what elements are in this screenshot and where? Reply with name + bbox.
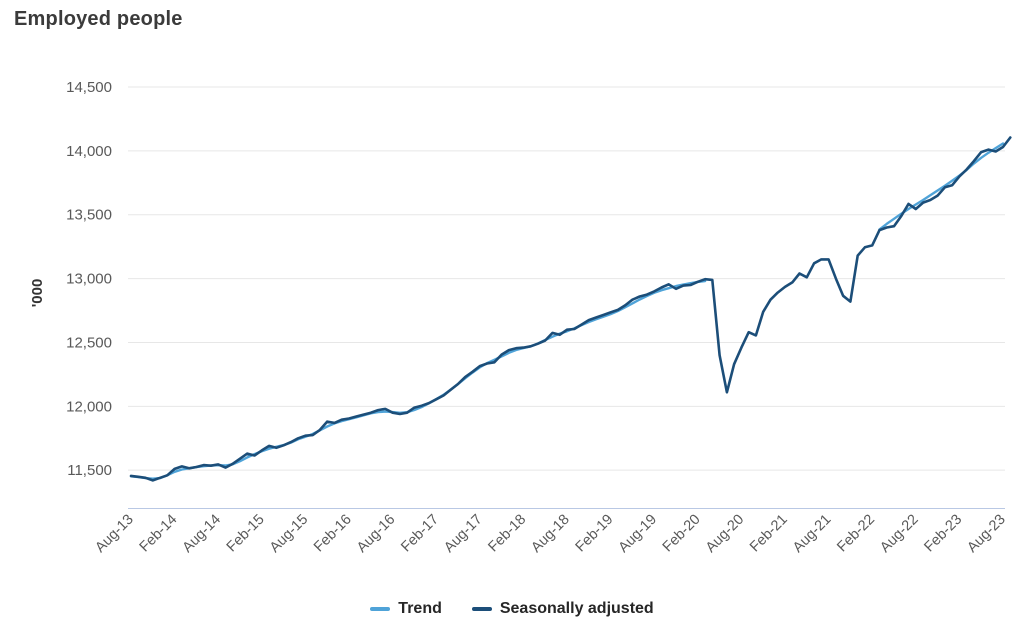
x-tick-label: Feb-17 — [398, 512, 442, 556]
x-tick-label: Feb-16 — [311, 512, 355, 556]
employed-people-line-chart: 11,500 12,000 12,500 13,000 13,500 14,000 14,5… — [29, 79, 1012, 556]
x-tick-label: Aug-21 — [790, 512, 834, 556]
x-tick-label: Aug-20 — [703, 512, 747, 556]
x-tick-label: Feb-19 — [573, 512, 617, 556]
legend-swatch — [370, 607, 391, 611]
legend-label: Seasonally adjusted — [499, 600, 654, 617]
y-axis-label: '000 — [29, 279, 46, 308]
chart-title: Employed people — [14, 8, 183, 30]
x-tick-label: Aug-17 — [441, 512, 485, 556]
legend-item-trend: Trend — [370, 600, 442, 618]
x-tick-label: Aug-18 — [528, 512, 572, 556]
x-tick-label: Aug-19 — [616, 512, 660, 556]
x-tick-label: Feb-14 — [137, 512, 181, 556]
x-tick-label: Feb-15 — [224, 512, 268, 556]
x-tick-label: Aug-13 — [92, 512, 136, 556]
legend-item-seasonally-adjusted: Seasonally adjusted — [471, 600, 654, 618]
x-tick-label: Aug-16 — [354, 512, 398, 556]
trend-line — [129, 142, 1005, 480]
legend-label: Trend — [398, 600, 442, 617]
x-tick-label: Feb-21 — [747, 512, 791, 556]
y-tick-label: 12,000 — [66, 398, 112, 415]
chart-legend: Trend Seasonally adjusted — [0, 600, 1024, 618]
legend-swatch — [471, 607, 492, 611]
seasonally-adjusted-line — [129, 136, 1012, 482]
x-tick-label: Aug-14 — [180, 512, 224, 556]
x-tick-label: Feb-22 — [834, 512, 878, 556]
y-tick-label: 13,500 — [66, 207, 112, 224]
x-tick-label: Feb-18 — [485, 512, 529, 556]
y-tick-label: 13,000 — [66, 271, 112, 288]
y-tick-label: 11,500 — [67, 462, 112, 479]
x-tick-label: Aug-23 — [964, 512, 1008, 556]
x-tick-label: Feb-23 — [921, 512, 965, 556]
y-tick-label: 12,500 — [66, 334, 112, 351]
x-tick-label: Aug-22 — [877, 512, 921, 556]
y-tick-label: 14,500 — [66, 79, 112, 96]
x-tick-label: Feb-20 — [660, 512, 704, 556]
y-tick-label: 14,000 — [66, 143, 112, 160]
x-tick-label: Aug-15 — [267, 512, 311, 556]
